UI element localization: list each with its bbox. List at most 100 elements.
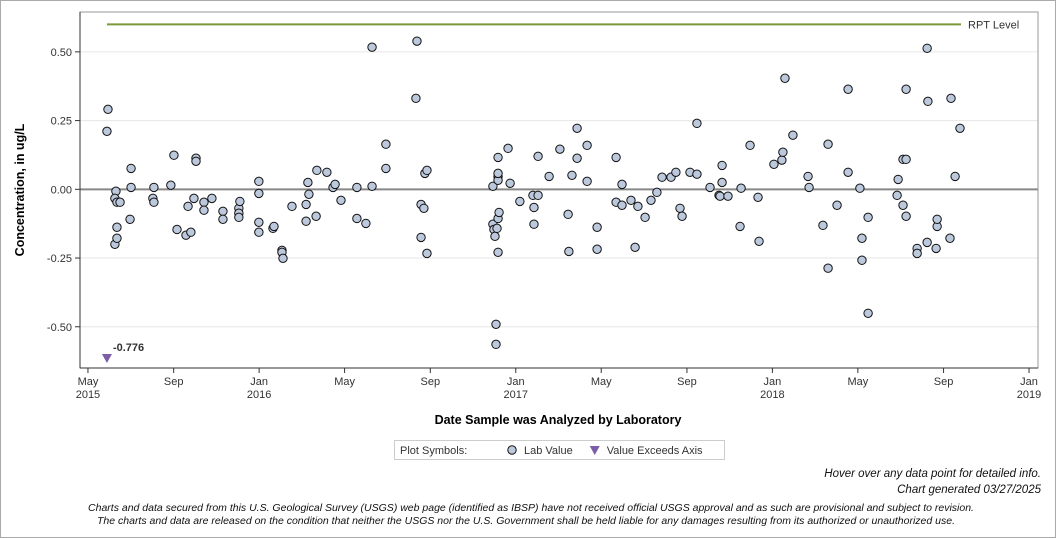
point	[572, 123, 582, 133]
point	[503, 143, 513, 154]
point	[753, 192, 763, 202]
hover-note: Hover over any data point for detailed i…	[824, 468, 1041, 480]
point	[492, 223, 502, 234]
point	[617, 200, 627, 210]
point	[381, 139, 391, 149]
value-label: -0.776	[113, 342, 144, 354]
point	[352, 213, 362, 224]
point	[675, 203, 685, 213]
point	[422, 248, 432, 259]
point	[892, 190, 902, 201]
point	[166, 180, 176, 190]
point	[863, 212, 873, 223]
x-tick-label: Sep	[677, 376, 697, 388]
point	[617, 179, 627, 190]
point	[493, 168, 503, 179]
x-tick-label: May	[334, 376, 355, 388]
point	[946, 93, 956, 104]
point	[843, 167, 853, 177]
y-tick-label: 0.50	[51, 47, 72, 59]
point	[199, 197, 209, 207]
x-tick-label: May	[591, 376, 612, 388]
point	[955, 123, 965, 133]
point	[126, 182, 136, 193]
generated-note: Chart generated 03/27/2025	[897, 484, 1041, 496]
point	[381, 163, 391, 174]
point	[945, 233, 955, 243]
point	[646, 195, 656, 206]
point	[626, 195, 636, 206]
x-tick-label: May	[847, 376, 868, 388]
point	[677, 211, 687, 221]
x-tick-label: Sep	[164, 376, 184, 388]
point	[923, 96, 933, 107]
x-tick-label: Jan 2016	[247, 376, 271, 401]
point	[901, 154, 911, 165]
point	[336, 195, 346, 206]
legend-title: Plot Symbols:	[400, 445, 467, 457]
point	[818, 220, 828, 231]
point	[149, 197, 159, 207]
point	[564, 246, 574, 257]
point	[692, 169, 702, 179]
point	[611, 152, 621, 163]
point	[803, 171, 813, 182]
point	[287, 201, 297, 212]
point	[411, 93, 421, 104]
point	[843, 84, 853, 94]
point	[367, 42, 377, 52]
point	[717, 177, 727, 188]
point	[652, 187, 662, 198]
point	[303, 177, 313, 188]
point	[125, 214, 135, 224]
point	[533, 151, 543, 162]
point	[736, 183, 746, 193]
point	[491, 319, 501, 329]
point	[857, 255, 867, 265]
point	[322, 167, 332, 177]
point	[218, 214, 228, 224]
point	[126, 163, 136, 174]
disclaimer: Charts and data secured from this U.S. G…	[88, 502, 974, 514]
point	[633, 201, 643, 212]
point	[301, 216, 311, 226]
point	[186, 227, 196, 237]
point	[505, 178, 515, 188]
point	[278, 253, 288, 264]
point	[630, 242, 640, 253]
point	[491, 339, 501, 350]
point	[592, 244, 602, 254]
point	[102, 126, 112, 137]
point	[563, 209, 573, 220]
point	[235, 196, 245, 207]
point	[692, 118, 702, 129]
point	[367, 181, 377, 191]
point	[754, 236, 764, 246]
legend-swatch	[589, 446, 600, 455]
point	[416, 232, 426, 243]
point	[932, 214, 942, 224]
point	[671, 167, 681, 177]
point	[352, 182, 362, 193]
point	[269, 221, 279, 232]
reference-label: RPT Level	[968, 19, 1019, 31]
point	[567, 170, 577, 180]
point	[207, 193, 217, 204]
point	[804, 182, 814, 193]
point	[950, 171, 960, 182]
point	[422, 165, 432, 176]
point	[112, 222, 122, 232]
point	[863, 308, 873, 318]
point	[199, 205, 209, 215]
point	[705, 182, 715, 193]
y-tick-label: -0.50	[47, 322, 72, 334]
x-tick-label: Jan 2018	[760, 376, 784, 401]
point	[493, 152, 503, 163]
point	[857, 233, 867, 243]
point	[657, 172, 667, 182]
point	[788, 130, 798, 140]
x-axis-title: Date Sample was Analyzed by Laboratory	[435, 413, 682, 427]
point	[901, 211, 911, 221]
point	[494, 207, 504, 218]
